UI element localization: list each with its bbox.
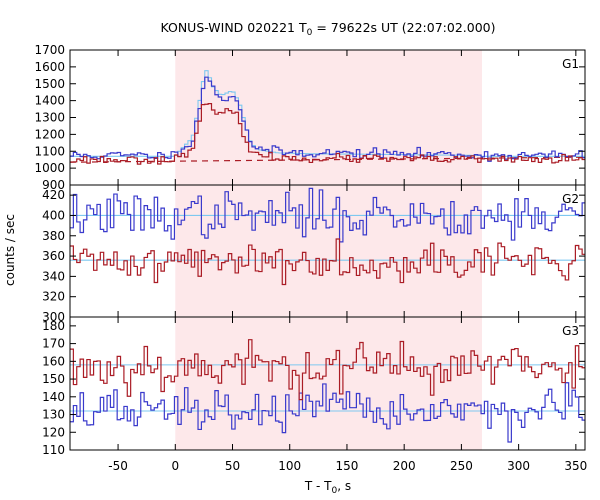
x-tick-label: 100 [278, 459, 301, 473]
highlight-intervals [175, 50, 483, 450]
y-tick-label: 1000 [34, 161, 65, 175]
y-tick-label: 1100 [34, 144, 65, 158]
x-tick-label: 350 [564, 459, 587, 473]
y-tick-label: 360 [42, 249, 65, 263]
y-axis-label: counts / sec [3, 214, 17, 286]
axes-layer: 10001100120013001400150016001700900G1300… [34, 43, 587, 473]
y-tick-label: 420 [42, 188, 65, 202]
y-tick-label: 300 [42, 310, 65, 324]
series-g1-lower-2 [70, 102, 585, 165]
y-tick-label: 340 [42, 269, 65, 283]
series-g3-upper-2 [70, 382, 585, 443]
y-tick-label: 150 [42, 372, 65, 386]
panel-g2-series [70, 187, 585, 286]
y-tick-label: 320 [42, 290, 65, 304]
y-tick-label: 180 [42, 319, 65, 333]
y-tick-label: 400 [42, 208, 65, 222]
y-tick-label: 110 [42, 443, 65, 457]
panel-g1-series [70, 70, 585, 165]
x-tick-label: 0 [171, 459, 179, 473]
x-tick-label: 300 [507, 459, 530, 473]
panel-tag-g2: G2 [562, 192, 579, 206]
y-tick-label: 1200 [34, 127, 65, 141]
chart-title: KONUS-WIND 020221 T0 = 79622s UT (22:07:… [160, 20, 495, 38]
y-tick-label: 1600 [34, 60, 65, 74]
x-tick-label: 50 [225, 459, 240, 473]
x-axis-label: T - T0, s [304, 479, 351, 496]
panel-g3-series [70, 339, 585, 443]
y-tick-label: 140 [42, 390, 65, 404]
panel-tag-g1: G1 [562, 57, 579, 71]
y-tick-label: 1500 [34, 77, 65, 91]
panel-tag-g3: G3 [562, 324, 579, 338]
background-fit-line [70, 156, 585, 163]
y-tick-label: 160 [42, 354, 65, 368]
series-g2-upper-2 [70, 187, 585, 243]
panel-frame-g3 [69, 316, 586, 451]
y-tick-label: 1300 [34, 111, 65, 125]
y-tick-label: 380 [42, 229, 65, 243]
x-tick-label: 150 [336, 459, 359, 473]
x-tick-label: 200 [393, 459, 416, 473]
y-tick-label: 1700 [34, 43, 65, 57]
x-tick-label: 250 [450, 459, 473, 473]
series-g3-lower-3 [70, 339, 585, 401]
y-tick-label: 120 [42, 425, 65, 439]
y-tick-label: 130 [42, 408, 65, 422]
x-tick-label: -50 [108, 459, 128, 473]
y-tick-label: 1400 [34, 94, 65, 108]
series-g2-lower-3 [70, 238, 585, 286]
y-tick-label: 900 [42, 178, 65, 192]
highlight-band-g1 [175, 50, 483, 185]
y-tick-label: 170 [42, 337, 65, 351]
series-layer [70, 70, 585, 443]
highlight-band-g2 [175, 185, 483, 317]
